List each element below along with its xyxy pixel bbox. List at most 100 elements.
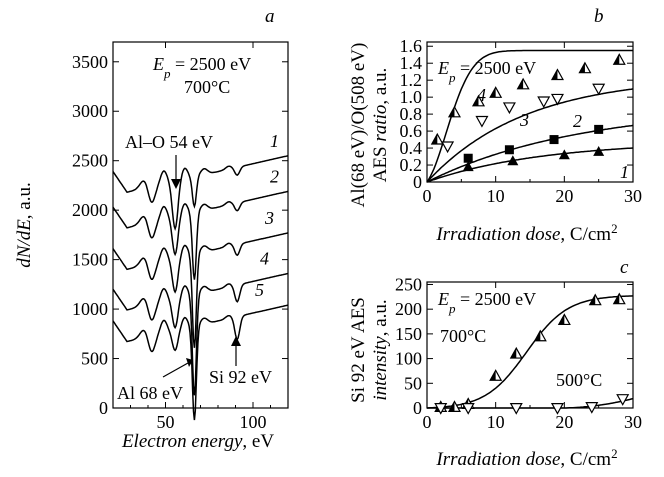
y-tick-label: 50	[404, 373, 422, 393]
y-tick-label: 0	[413, 172, 422, 192]
y-tick-label: 0	[99, 398, 108, 418]
panel-b-curve-label-3: 3	[519, 110, 529, 130]
panel-a-label: a	[265, 6, 275, 27]
panel-c-label: c	[620, 257, 629, 278]
data-point-series-4	[550, 68, 564, 81]
y-tick-label: 150	[395, 324, 422, 344]
data-point-series-700°C	[612, 292, 626, 305]
panel-b-curve-label-1: 1	[620, 162, 629, 182]
x-tick-label: 20	[555, 186, 573, 206]
spectrum-label-2: 2	[270, 166, 279, 186]
y-tick-label: 0.4	[400, 138, 423, 158]
data-point-series-3	[550, 93, 564, 106]
spectrum-label-3: 3	[264, 208, 274, 228]
y-tick-label: 3500	[72, 52, 108, 72]
data-point-series-3	[592, 83, 606, 96]
y-tick-label: 3000	[72, 101, 108, 121]
panel-a-ylabel: dN/dE, a.u.	[14, 182, 35, 268]
data-point-series-1	[593, 145, 605, 156]
y-tick-label: 1000	[72, 299, 108, 319]
data-point-series-500°C	[550, 403, 564, 415]
spectrum-label-1: 1	[270, 131, 279, 151]
data-point-series-700°C	[509, 346, 523, 359]
panel-a-ticks: 0 500 1000 1500 2000 2500 3000 3500 50 100	[72, 42, 289, 432]
spectrum-curve-5	[112, 304, 289, 421]
data-point-series-500°C	[509, 403, 523, 415]
data-point-series-2	[463, 153, 473, 163]
data-point-series-700°C	[489, 369, 503, 381]
data-point-series-1	[507, 155, 519, 166]
spectrum-label-4: 4	[260, 249, 269, 269]
data-point-series-4	[430, 132, 444, 145]
data-point-series-1	[462, 161, 474, 172]
data-point-series-4	[516, 77, 530, 90]
x-tick-label: 10	[487, 412, 505, 432]
data-point-series-1	[558, 149, 570, 160]
data-point-series-500°C	[434, 403, 448, 415]
data-point-series-2	[594, 124, 604, 134]
x-tick-label: 0	[423, 412, 432, 432]
panel-a-title-line2: 700°C	[184, 77, 230, 97]
spectrum-curve-3	[112, 232, 289, 348]
y-tick-label: 1500	[72, 250, 108, 270]
data-point-series-4	[447, 105, 461, 118]
panel-c-xlabel: Irradiation dose, C/cm2	[435, 446, 617, 471]
panel-c-series-label-500: 500°C	[556, 370, 602, 390]
panel-b-label: b	[594, 6, 604, 27]
x-tick-label: 30	[624, 412, 642, 432]
data-point-series-4	[489, 86, 503, 98]
panel-a-xlabel: Electron energy, eV	[121, 431, 274, 452]
panel-c-ylabel-line2: intensity, a.u.	[370, 299, 391, 400]
x-tick-label: 100	[240, 412, 267, 432]
data-point-series-4	[578, 61, 592, 74]
arrow-al-o-head	[171, 179, 181, 189]
data-point-series-700°C	[588, 293, 602, 306]
panel-b-ticks: 00.20.40.60.81.01.21.41.6 0 10 20 30	[400, 36, 643, 206]
y-tick-label: 0.6	[400, 121, 423, 141]
panel-b-curve-label-4: 4	[477, 85, 486, 105]
spectrum-curve-4	[112, 272, 289, 396]
data-point-series-3	[441, 141, 455, 154]
y-tick-label: 500	[81, 349, 108, 369]
x-tick-label: 10	[487, 186, 505, 206]
y-tick-label: 200	[395, 299, 422, 319]
panel-c-title: Ep = 2500 eV	[437, 289, 536, 316]
arrow-al	[162, 362, 189, 378]
data-point-series-3	[502, 102, 516, 115]
spectrum-label-5: 5	[255, 280, 264, 300]
fit-curve-700C	[426, 295, 634, 409]
y-tick-label: 250	[395, 274, 422, 294]
arrow-al-head	[186, 358, 193, 367]
data-point-series-2	[549, 135, 559, 145]
y-tick-label: 1.4	[400, 53, 423, 73]
data-point-series-500°C	[616, 394, 630, 406]
panel-a-title-line1: Ep = 2500 eV	[152, 54, 251, 81]
data-point-series-500°C	[461, 403, 475, 415]
panel-b-curve-label-2: 2	[573, 111, 582, 131]
data-point-series-2	[504, 145, 514, 155]
panel-b-markers	[430, 53, 626, 172]
y-tick-label: 2000	[72, 200, 108, 220]
data-point-series-700°C	[557, 313, 571, 326]
y-tick-label: 0.2	[400, 155, 423, 175]
annotation-si: Si 92 eV	[209, 367, 272, 387]
y-tick-label: 0.8	[400, 104, 423, 124]
y-tick-label: 2500	[72, 151, 108, 171]
x-tick-label: 20	[555, 412, 573, 432]
x-tick-label: 30	[624, 186, 642, 206]
panel-a-curves: 1 2 3 4 5	[112, 131, 289, 421]
data-point-series-700°C	[533, 329, 547, 342]
spectrum-curve-1	[112, 155, 289, 231]
panel-b-ylabel-line1: Al(68 eV)/O(508 eV)	[348, 43, 369, 208]
panel-c-markers	[434, 292, 630, 415]
spectrum-curve-2	[112, 190, 289, 280]
x-tick-label: 50	[157, 412, 175, 432]
y-tick-label: 1.2	[400, 70, 423, 90]
panel-c-curves	[426, 295, 634, 409]
data-point-series-3	[475, 115, 489, 128]
annotation-al-o: Al–O 54 eV	[125, 132, 213, 152]
panel-b-title: Ep = 2500 eV	[437, 58, 536, 85]
y-tick-label: 1.6	[400, 36, 423, 56]
